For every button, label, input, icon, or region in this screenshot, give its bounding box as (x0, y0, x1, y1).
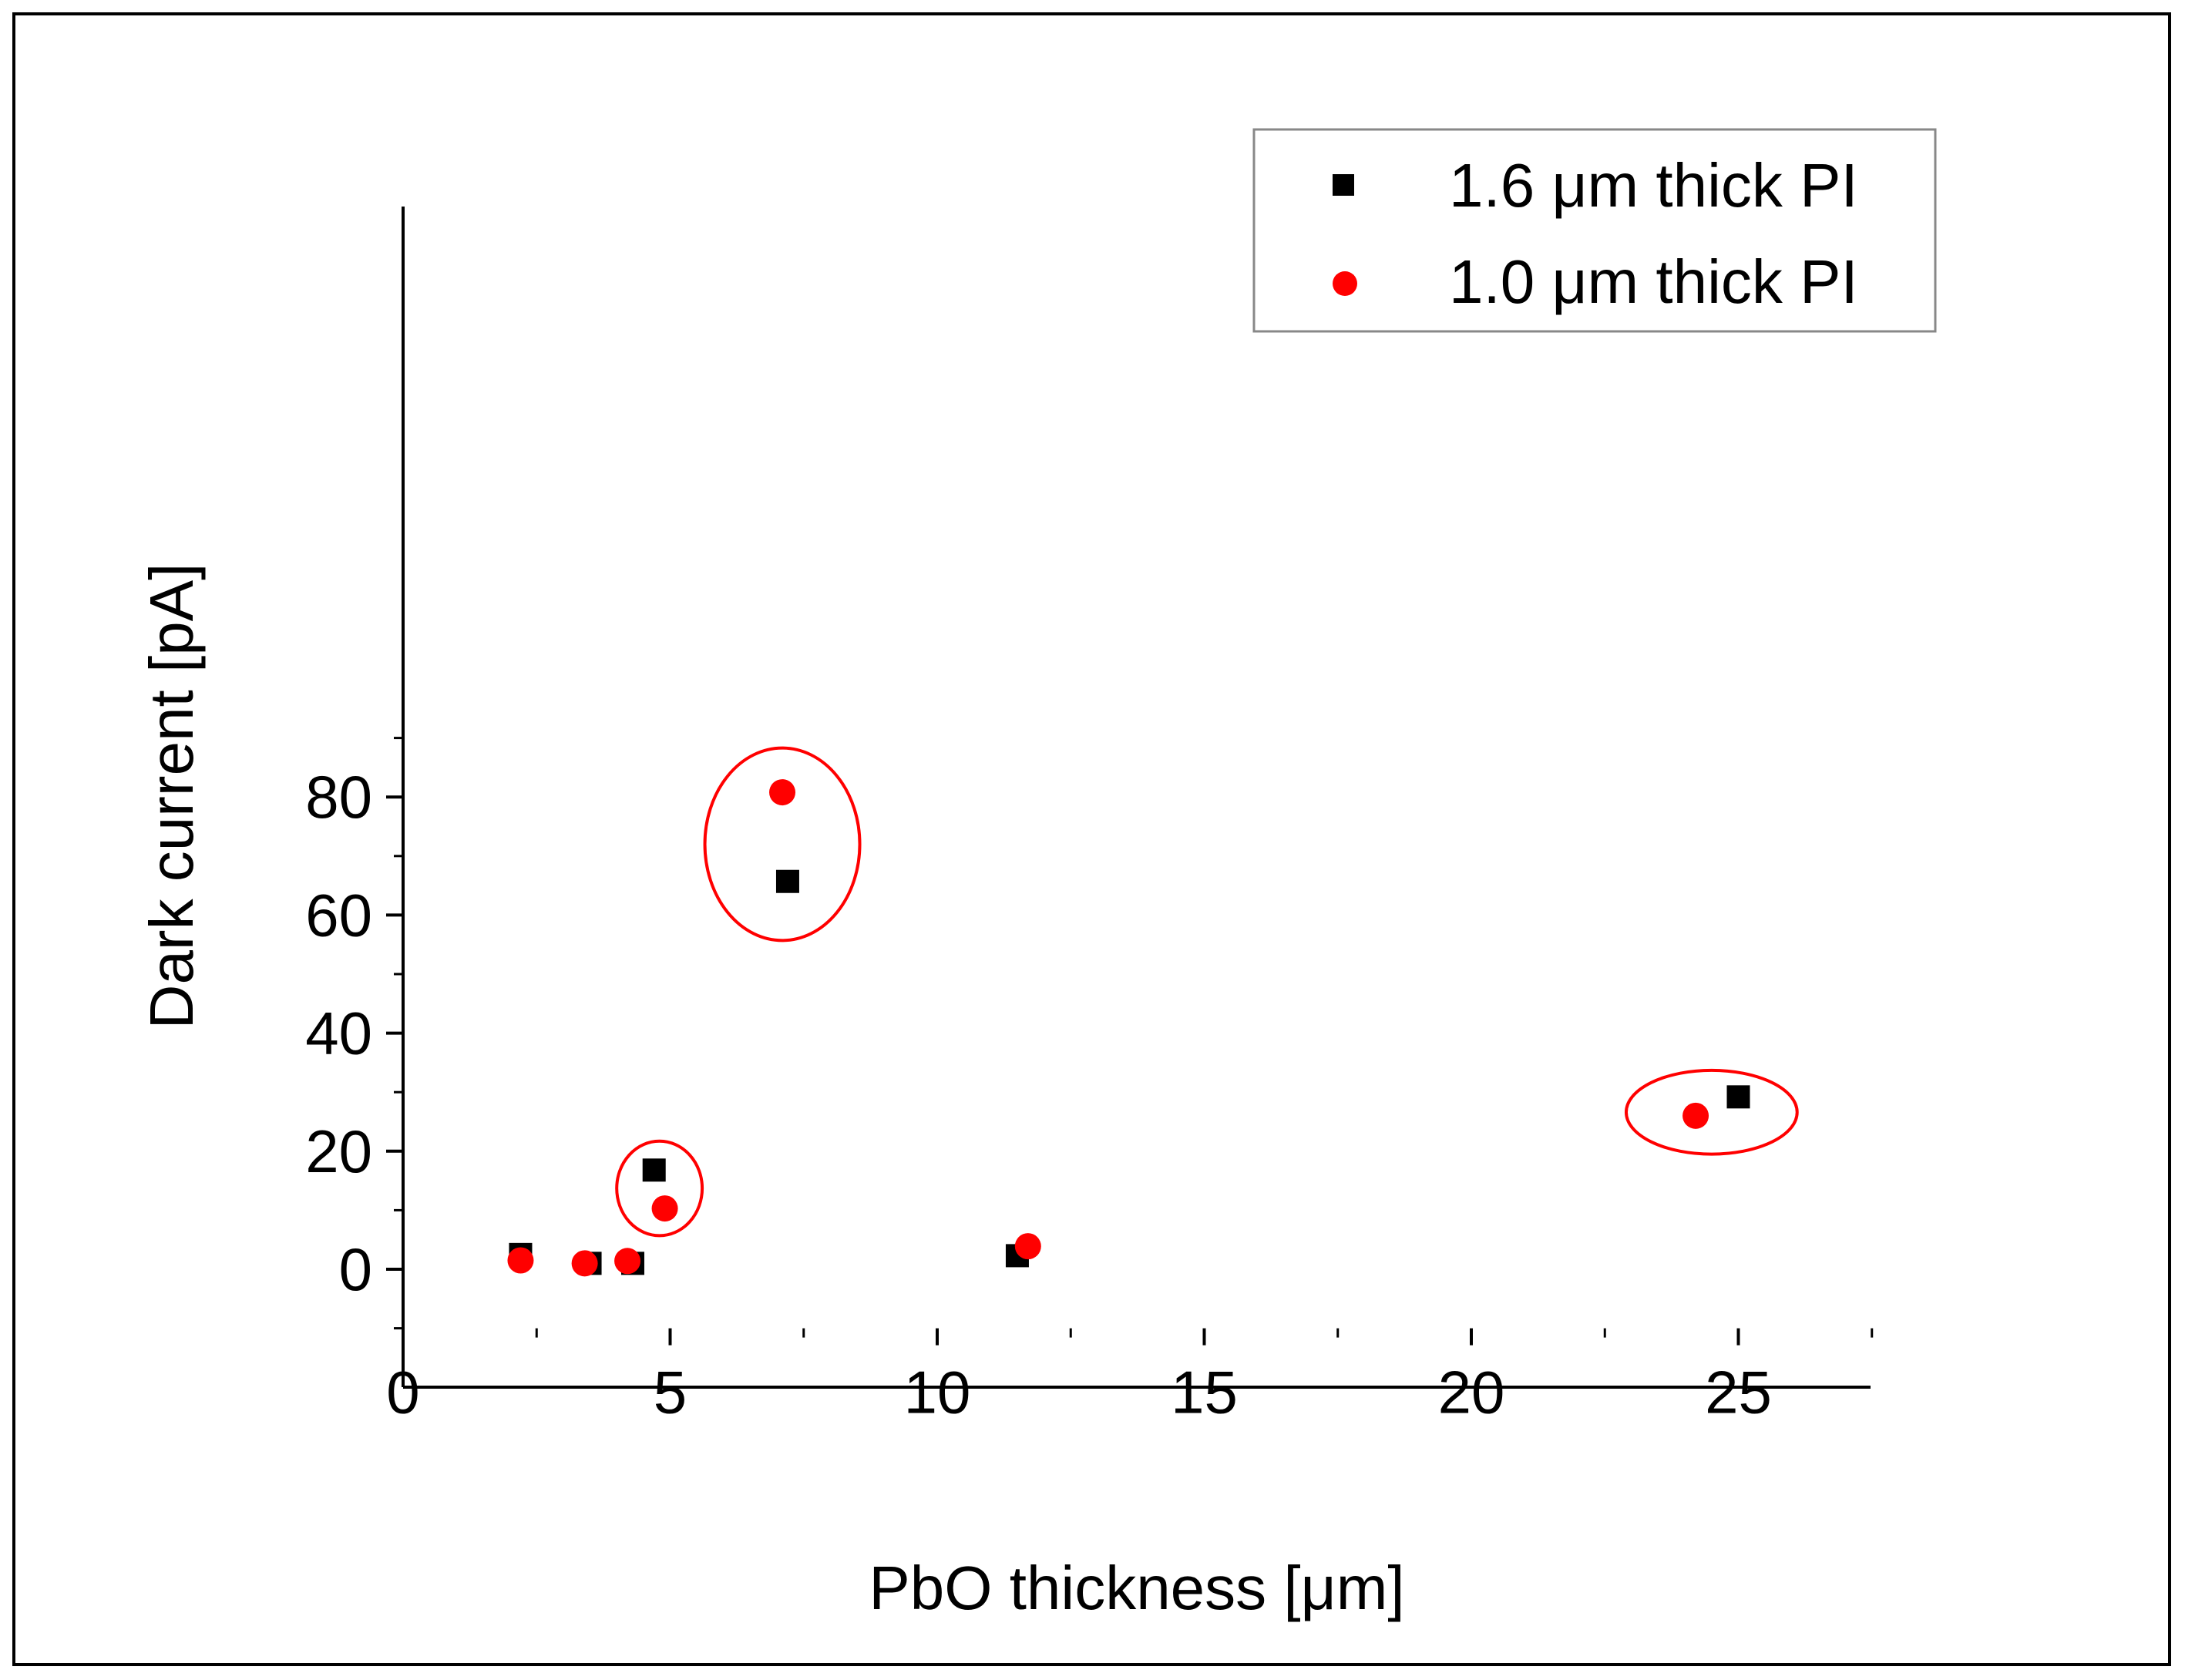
y-tick-label: 0 (339, 1235, 372, 1303)
data-points (507, 779, 1750, 1277)
data-point-circle (571, 1250, 598, 1277)
highlight-ellipse (615, 1139, 704, 1238)
x-tick-label: 15 (1171, 1359, 1238, 1426)
legend-marker-square (1333, 174, 1354, 196)
legend-label-series-1: 1.6 μm thick PI (1449, 151, 1858, 220)
data-point-circle (1682, 1102, 1709, 1129)
data-point-square (1726, 1085, 1750, 1109)
legend-label-series-2: 1.0 μm thick PI (1449, 247, 1858, 316)
x-tick-label: 20 (1438, 1359, 1505, 1426)
highlight-ellipse (1624, 1068, 1799, 1156)
x-tick-label: 10 (904, 1359, 971, 1426)
data-point-square (775, 869, 799, 893)
y-ticks: 0 20 40 60 80 (305, 737, 403, 1330)
data-point-circle (1014, 1233, 1041, 1260)
x-ticks: 0 5 10 15 20 25 (386, 1328, 1874, 1426)
data-point-circle (651, 1195, 678, 1222)
legend-box (1252, 128, 1937, 333)
data-point-square (642, 1158, 666, 1182)
x-tick-label: 5 (654, 1359, 687, 1426)
y-tick-label: 20 (305, 1117, 372, 1185)
highlight-ellipses (615, 746, 1799, 1238)
data-point-circle (614, 1248, 641, 1275)
x-axis-title: PbO thickness [μm] (869, 1554, 1404, 1622)
data-point-circle (769, 779, 796, 806)
highlight-ellipse (703, 746, 862, 942)
data-point-circle (507, 1247, 534, 1274)
x-tick-label: 25 (1705, 1359, 1772, 1426)
y-axis-title: Dark current [pA] (137, 563, 206, 1030)
axes (402, 207, 1871, 1389)
y-tick-label: 80 (305, 763, 372, 831)
legend-marker-circle (1333, 271, 1357, 296)
y-tick-label: 40 (305, 1000, 372, 1067)
y-tick-label: 60 (305, 881, 372, 949)
x-tick-label: 0 (386, 1359, 419, 1426)
legend: 1.6 μm thick PI 1.0 μm thick PI (1252, 128, 1937, 333)
